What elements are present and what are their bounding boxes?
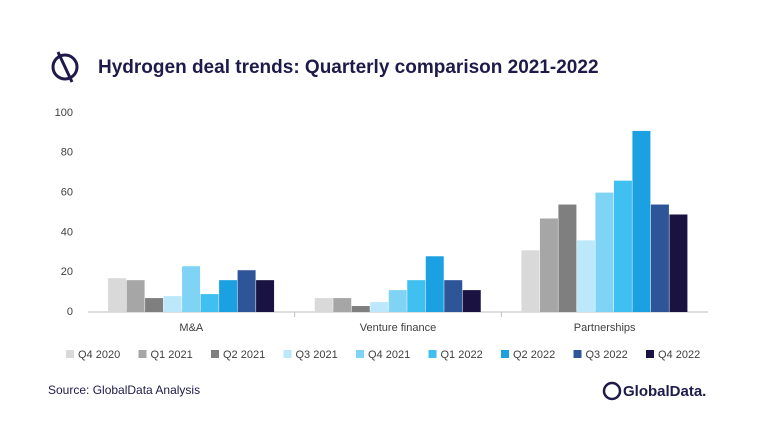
legend-label: Q3 2021 bbox=[296, 349, 338, 361]
bar bbox=[256, 280, 275, 312]
legend-label: Q4 2020 bbox=[78, 349, 120, 361]
bar bbox=[219, 280, 238, 312]
legend-swatch bbox=[428, 350, 437, 358]
legend-label: Q1 2022 bbox=[441, 349, 483, 361]
bar bbox=[388, 290, 407, 312]
legend-label: Q4 2021 bbox=[368, 349, 410, 361]
bar bbox=[237, 270, 256, 312]
source: Source: GlobalData Analysis bbox=[48, 383, 200, 397]
bar bbox=[521, 250, 540, 312]
y-tick-label: 20 bbox=[61, 266, 73, 278]
bar bbox=[351, 306, 370, 312]
x-tick-label: M&A bbox=[179, 322, 204, 334]
bar bbox=[425, 256, 444, 312]
legend-swatch bbox=[646, 350, 654, 358]
bar bbox=[595, 192, 614, 312]
bar bbox=[462, 290, 481, 312]
legend-label: Q3 2022 bbox=[586, 349, 628, 361]
x-tick-label: Venture finance bbox=[360, 322, 436, 334]
bar bbox=[108, 278, 127, 312]
bar bbox=[182, 266, 201, 312]
bar bbox=[539, 218, 558, 312]
y-tick-label: 0 bbox=[67, 306, 73, 318]
legend-swatch bbox=[573, 350, 582, 358]
bar bbox=[444, 280, 463, 312]
title-icon bbox=[51, 53, 79, 81]
bar bbox=[650, 204, 669, 312]
chart-title: Hydrogen deal trends: Quarterly comparis… bbox=[98, 57, 599, 78]
bar bbox=[370, 302, 389, 312]
bar bbox=[407, 280, 426, 312]
legend-label: Q2 2022 bbox=[513, 349, 555, 361]
y-tick-label: 100 bbox=[55, 107, 73, 119]
x-tick-label: Partnerships bbox=[574, 322, 636, 334]
logo-icon bbox=[602, 381, 622, 401]
bar bbox=[576, 240, 595, 312]
bar bbox=[314, 298, 333, 312]
bar bbox=[200, 294, 219, 312]
legend-swatch bbox=[356, 350, 364, 358]
y-tick-label: 80 bbox=[61, 147, 73, 159]
legend-swatch bbox=[501, 350, 509, 358]
bar bbox=[669, 214, 688, 312]
bar bbox=[145, 298, 164, 312]
y-tick-label: 40 bbox=[61, 226, 73, 238]
bar bbox=[558, 204, 577, 312]
legend-label: Q2 2021 bbox=[223, 349, 265, 361]
bar bbox=[613, 180, 632, 312]
logo: GlobalData. bbox=[623, 383, 706, 400]
bar bbox=[333, 298, 352, 312]
bar bbox=[632, 130, 651, 312]
bar bbox=[163, 296, 182, 312]
legend-swatch bbox=[283, 350, 292, 358]
title-icon-stroke bbox=[56, 51, 74, 83]
legend-label: Q1 2021 bbox=[151, 349, 193, 361]
legend-swatch bbox=[66, 350, 74, 358]
bar bbox=[126, 280, 145, 312]
legend-swatch bbox=[138, 350, 147, 358]
legend-swatch bbox=[211, 350, 219, 358]
y-tick-label: 60 bbox=[61, 187, 73, 199]
legend-label: Q4 2022 bbox=[658, 349, 700, 361]
